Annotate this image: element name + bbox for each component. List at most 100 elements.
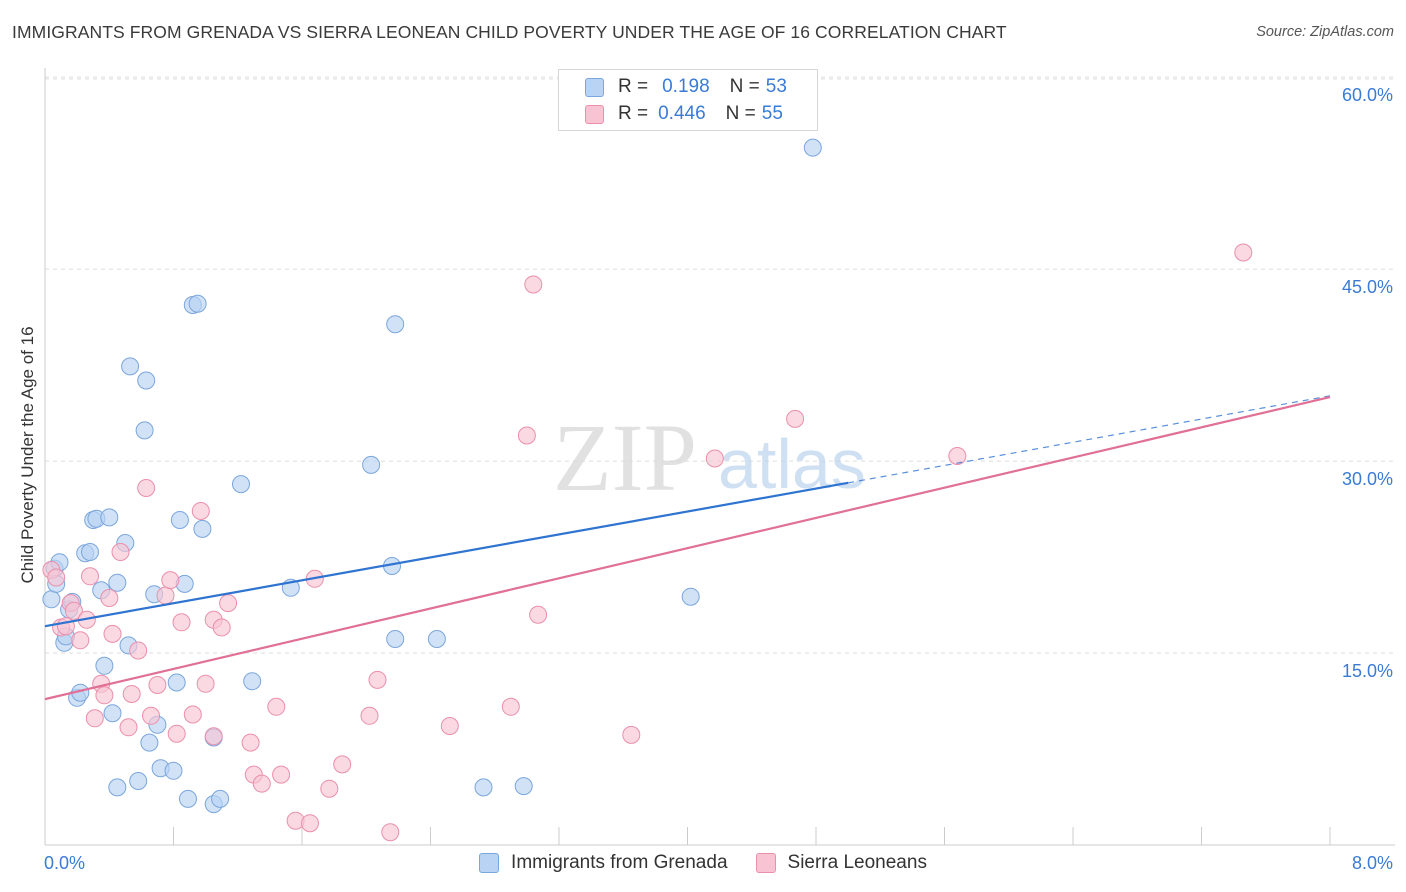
point-sierra-leonean [196, 674, 215, 693]
point-sierra-leonean [524, 275, 543, 294]
point-grenada [188, 294, 207, 313]
legend-row-sierra-leone: R = 0.446 N = 55 [585, 102, 783, 126]
point-sierra-leonean [95, 686, 114, 705]
legend-label-sierra-leone: Sierra Leoneans [787, 852, 927, 873]
point-grenada [427, 630, 446, 648]
point-sierra-leonean [622, 725, 641, 744]
legend-item-grenada[interactable]: Immigrants from Grenada [479, 852, 728, 874]
point-sierra-leonean [148, 676, 167, 694]
point-grenada [95, 656, 114, 675]
point-grenada [474, 778, 493, 797]
point-sierra-leonean [241, 733, 260, 752]
point-grenada [42, 590, 61, 609]
point-sierra-leonean [64, 601, 83, 620]
point-grenada [243, 672, 262, 691]
x-tick-label-min: 0.0% [44, 853, 85, 873]
y-tick-label: 60.0% [1342, 85, 1393, 105]
y-tick-label: 15.0% [1342, 661, 1393, 681]
correlation-legend: R = 0.198 N = 53 R = 0.446 N = 55 [558, 69, 818, 131]
source-label: Source: ZipAtlas.com [1256, 24, 1394, 40]
point-sierra-leonean [137, 479, 156, 497]
y-tick-label: 30.0% [1342, 469, 1393, 489]
point-grenada [137, 371, 156, 390]
point-sierra-leonean [333, 755, 352, 774]
point-sierra-leonean [529, 605, 548, 624]
point-sierra-leonean [183, 705, 202, 724]
point-grenada [108, 778, 127, 797]
point-grenada [211, 789, 230, 808]
point-sierra-leonean [142, 706, 160, 725]
legend-r-label: R = [618, 76, 649, 97]
legend-row-grenada: R = 0.198 N = 53 [585, 75, 787, 99]
point-grenada [121, 357, 140, 376]
point-sierra-leonean [71, 631, 90, 650]
point-sierra-leonean [517, 426, 536, 445]
point-sierra-leonean [161, 571, 180, 590]
point-sierra-leonean [103, 624, 122, 643]
point-grenada [108, 573, 127, 592]
legend-item-sierra-leone[interactable]: Sierra Leoneans [755, 852, 927, 874]
point-sierra-leonean [167, 724, 186, 743]
point-grenada [232, 475, 250, 494]
point-grenada [164, 761, 183, 780]
legend-r-label: R = [618, 103, 649, 124]
point-grenada [129, 772, 148, 790]
point-sierra-leonean [56, 617, 75, 636]
point-sierra-leonean [81, 567, 99, 586]
point-grenada [803, 138, 822, 157]
point-sierra-leonean [122, 685, 141, 703]
series-legend: Immigrants from Grenada Sierra Leoneans [0, 852, 1406, 874]
point-sierra-leonean [219, 594, 238, 613]
point-grenada [193, 519, 212, 538]
legend-n-value: 53 [765, 76, 787, 97]
point-grenada [386, 630, 405, 648]
point-grenada [386, 315, 405, 334]
point-sierra-leonean [320, 779, 339, 798]
trendline-sierra-leonean [44, 396, 1331, 701]
legend-label-grenada: Immigrants from Grenada [511, 852, 728, 873]
point-grenada [135, 421, 154, 440]
point-grenada [362, 455, 381, 474]
point-grenada [103, 704, 122, 723]
point-sierra-leonean [100, 589, 119, 607]
point-sierra-leonean [119, 718, 138, 737]
point-sierra-leonean [368, 670, 387, 689]
x-tick-label-max: 8.0% [1352, 853, 1393, 873]
point-sierra-leonean [381, 823, 400, 842]
point-sierra-leonean [267, 697, 286, 716]
legend-n-value: 55 [761, 103, 783, 124]
point-sierra-leonean [501, 697, 520, 716]
point-grenada [179, 789, 197, 808]
point-sierra-leonean [204, 727, 223, 746]
trendline-grenada-extension [848, 395, 1331, 484]
point-sierra-leonean [47, 568, 66, 587]
chart-title: IMMIGRANTS FROM GRENADA VS SIERRA LEONEA… [12, 22, 1007, 42]
point-sierra-leonean [360, 706, 379, 725]
trendline-grenada [44, 481, 849, 628]
y-axis-title: Child Poverty Under the Age of 16 [18, 326, 37, 583]
watermark-atlas: atlas [718, 425, 866, 503]
point-sierra-leonean [301, 814, 319, 833]
legend-swatch-blue [479, 853, 500, 873]
point-sierra-leonean [272, 765, 291, 784]
point-grenada [81, 543, 99, 561]
point-sierra-leonean [111, 543, 130, 561]
y-tick-label: 45.0% [1342, 277, 1393, 297]
point-sierra-leonean [1234, 243, 1253, 262]
point-sierra-leonean [172, 613, 191, 632]
point-sierra-leonean [705, 449, 724, 468]
point-sierra-leonean [85, 709, 104, 728]
point-grenada [514, 777, 533, 796]
point-sierra-leonean [440, 717, 459, 735]
point-sierra-leonean [156, 586, 175, 605]
legend-r-value: 0.446 [658, 103, 706, 124]
point-sierra-leonean [212, 618, 231, 637]
point-grenada [681, 587, 700, 606]
point-sierra-leonean [129, 641, 148, 660]
legend-n-label: N = [725, 103, 756, 124]
legend-swatch-blue [585, 77, 604, 97]
watermark-zip: ZIP [553, 404, 697, 511]
legend-swatch-pink [585, 104, 604, 124]
legend-swatch-pink [755, 853, 776, 873]
